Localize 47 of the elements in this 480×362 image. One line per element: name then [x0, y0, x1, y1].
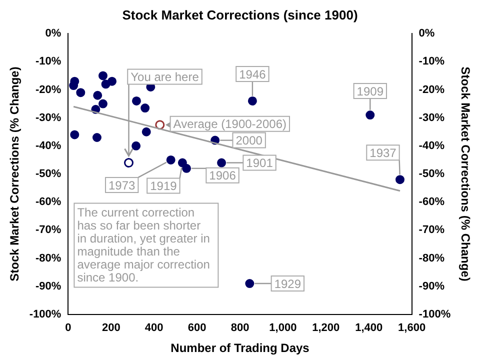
annotation: 1901 — [246, 156, 274, 170]
annotation: The current correction has so far been shorter in duration, yet greater in magnitude than the average major correction since 1900. — [77, 206, 210, 285]
x-tick-label: 800 — [230, 322, 250, 334]
annotation: 1929 — [274, 276, 302, 291]
y-tick-label: -70% — [36, 224, 62, 236]
x-tick-label: 200 — [102, 322, 120, 334]
y2-tick-label: -50% — [418, 168, 445, 180]
y-tick-label: -20% — [36, 84, 62, 96]
y-tick-label: -100% — [29, 308, 62, 320]
x-tick-label: 1,000 — [269, 322, 297, 334]
annotation: You are here — [130, 70, 200, 84]
chart-title: Stock Market Corrections (since 1900) — [122, 7, 358, 22]
annotation: 1937 — [370, 146, 397, 160]
y2-tick-label: -20% — [418, 84, 445, 96]
x-axis-title: Number of Trading Days — [170, 341, 310, 356]
annotation: 1906 — [209, 168, 236, 183]
y-tick-label: -40% — [36, 140, 62, 152]
x-tick-label: 1,200 — [312, 322, 340, 334]
y2-tick-label: -70% — [418, 224, 445, 236]
y2-tick-label: -40% — [418, 140, 445, 152]
y2-tick-label: 0% — [418, 28, 435, 40]
y-axis-title: Stock Market Corrections (% Change) — [8, 66, 22, 282]
x-tick-label: 600 — [188, 322, 206, 334]
annotation: 1919 — [150, 179, 178, 194]
annotation: 1946 — [239, 67, 266, 82]
y-tick-label: 0% — [45, 28, 62, 40]
y2-tick-label: -90% — [418, 280, 445, 292]
x-tick-label: 1,400 — [355, 322, 383, 334]
annotation: 2000 — [236, 134, 263, 148]
y-tick-label: -50% — [36, 168, 62, 180]
y2-tick-label: -80% — [418, 252, 445, 264]
x-tick-label: 1,600 — [398, 322, 426, 334]
x-tick-label: 0 — [65, 322, 72, 334]
annotation: 1973 — [108, 178, 136, 192]
y2-tick-label: -60% — [418, 196, 445, 208]
annotation: 1909 — [356, 84, 384, 98]
y-tick-label: -10% — [36, 56, 62, 68]
y2-axis-title: Stock Market Corrections (% Change) — [458, 66, 472, 282]
y-tick-label: -60% — [36, 196, 62, 208]
y2-tick-label: -30% — [418, 112, 445, 124]
annotation: Average (1900-2006) — [173, 117, 286, 132]
y-tick-label: -90% — [36, 280, 62, 292]
y-tick-label: -80% — [36, 252, 62, 264]
x-tick-label: 400 — [144, 322, 164, 334]
y2-tick-label: -10% — [418, 56, 445, 68]
y2-tick-label: -100% — [418, 308, 451, 320]
y-tick-label: -30% — [36, 112, 62, 124]
